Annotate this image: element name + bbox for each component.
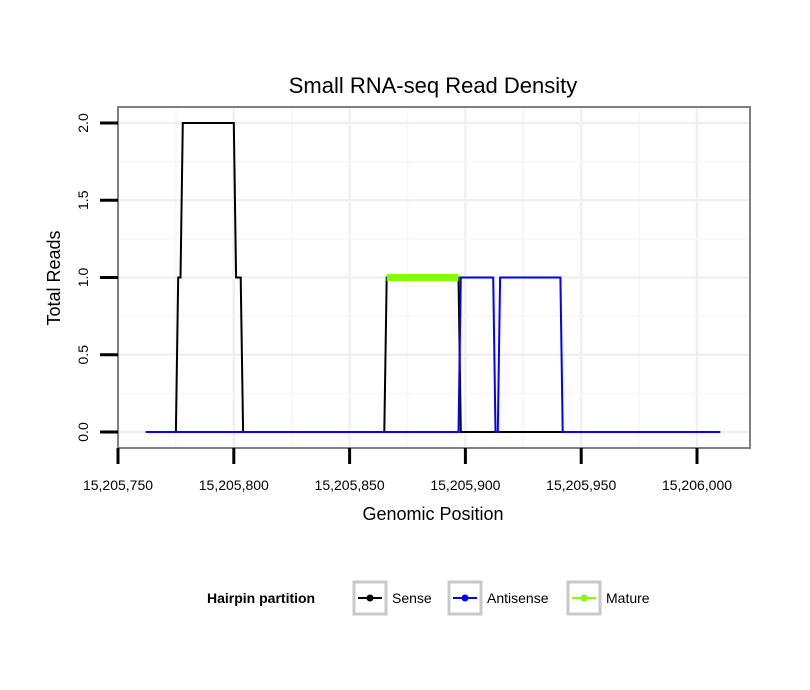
- y-axis-title: Total Reads: [44, 230, 64, 325]
- x-axis: 15,205,750 15,205,800 15,205,850 15,205,900…: [83, 448, 732, 493]
- series-line-antisense: [145, 276, 721, 433]
- x-tick-label: 15,205,800: [199, 477, 269, 493]
- y-tick-label: 2.0: [75, 113, 91, 133]
- x-tick-label: 15,205,950: [546, 477, 616, 493]
- legend-key-dot: [580, 594, 588, 602]
- legend-key-dot: [366, 594, 374, 602]
- x-tick-label: 15,205,900: [430, 477, 500, 493]
- y-tick-label: 0.0: [75, 422, 91, 442]
- legend-key-dot: [461, 594, 469, 602]
- y-tick-label: 1.0: [75, 268, 91, 288]
- legend-label: Sense: [392, 590, 432, 606]
- y-axis: 0.0 0.5 1.0 1.5 2.0: [75, 113, 118, 442]
- chart-title: Small RNA-seq Read Density: [289, 73, 578, 98]
- y-tick-label: 1.5: [75, 190, 91, 210]
- legend-item-antisense: Antisense: [447, 580, 549, 616]
- legend-item-mature: Mature: [566, 580, 650, 616]
- legend-title: Hairpin partition: [207, 590, 315, 606]
- series-lines: [145, 122, 721, 433]
- x-axis-title: Genomic Position: [362, 504, 503, 524]
- legend: Hairpin partition Sense Antisense Mature: [207, 580, 650, 616]
- legend-label: Antisense: [487, 590, 549, 606]
- series-line-sense: [145, 122, 721, 433]
- legend-item-sense: Sense: [352, 580, 432, 616]
- x-tick-label: 15,205,750: [83, 477, 153, 493]
- x-tick-label: 15,205,850: [315, 477, 385, 493]
- legend-label: Mature: [606, 590, 650, 606]
- y-tick-label: 0.5: [75, 345, 91, 365]
- x-tick-label: 15,206,000: [662, 477, 732, 493]
